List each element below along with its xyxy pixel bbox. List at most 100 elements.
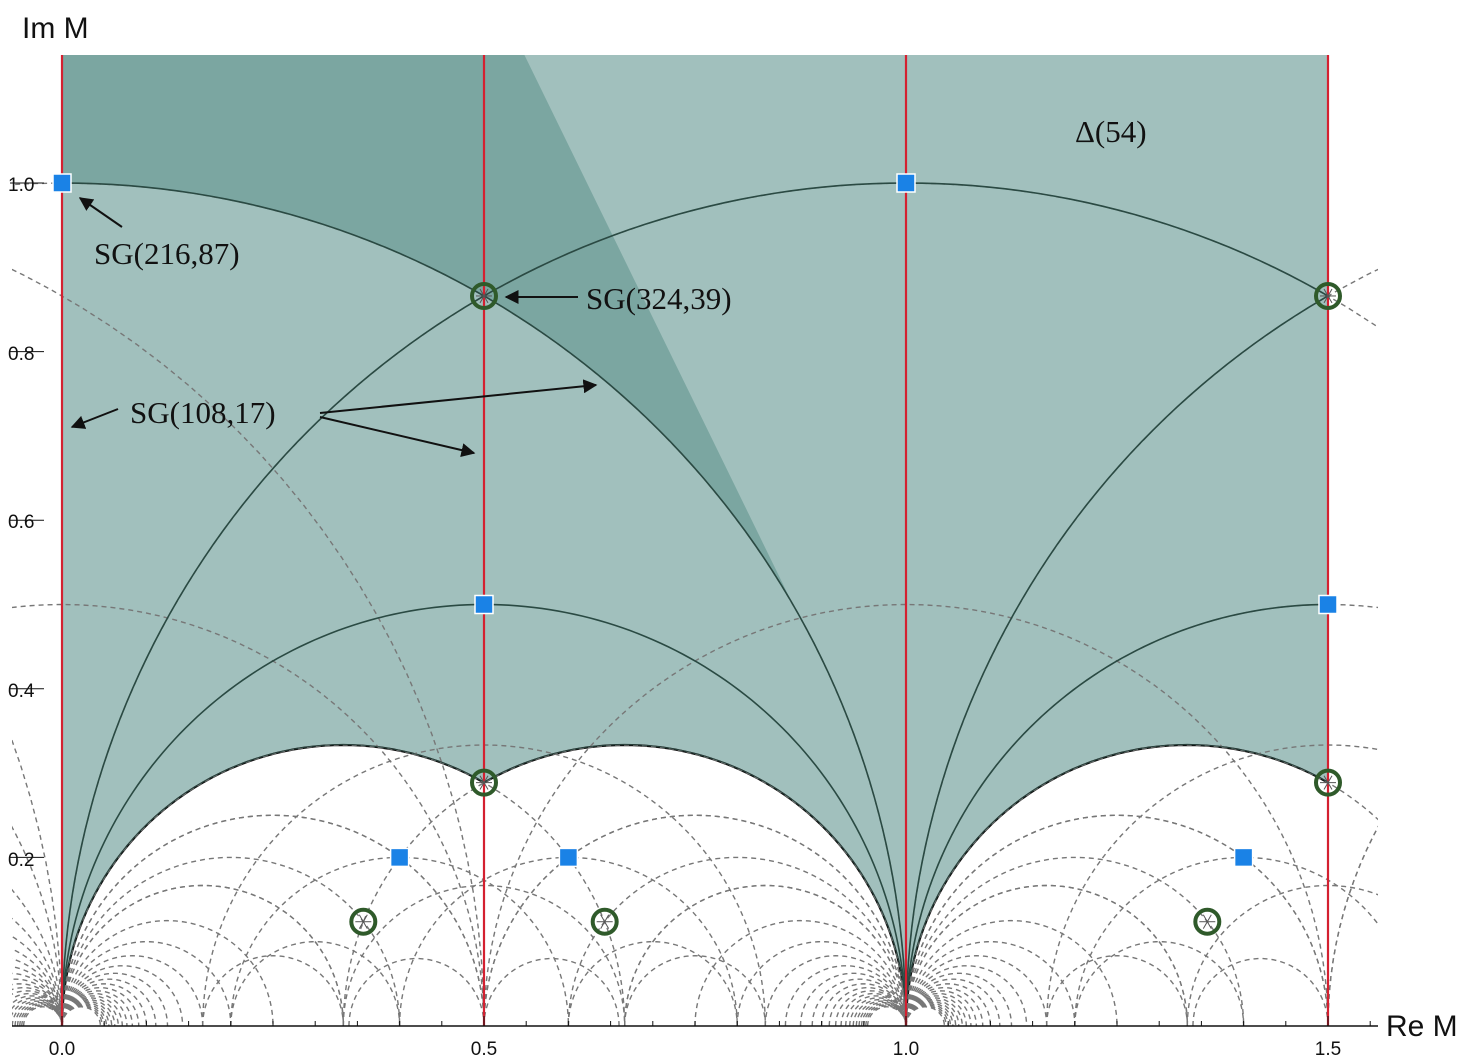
circle-marker-star [1206, 914, 1212, 922]
square-marker [558, 847, 579, 868]
dashed-geodesic [905, 965, 1028, 1027]
circle-marker-star [358, 921, 364, 929]
dashed-geodesic [623, 884, 907, 1027]
square-marker [1318, 594, 1338, 615]
circle-marker-star [1327, 288, 1333, 297]
circle-marker-star [1323, 288, 1329, 297]
dashed-geodesic [201, 955, 345, 1027]
circle-marker-star [479, 288, 485, 297]
dashed-geodesic [866, 1006, 907, 1027]
dashed-geodesic [1469, 886, 1476, 1027]
dashed-geodesic [348, 957, 485, 1027]
dashed-geodesic-layer [12, 182, 1476, 1027]
y-tick-label-3: 0.8 [8, 344, 34, 365]
circle-marker-star [479, 775, 485, 783]
dashed-geodesic [1074, 856, 1378, 1027]
x-minor-ticks [61, 1016, 1371, 1026]
dashed-geodesic [845, 995, 907, 1027]
dashed-geodesic [784, 965, 907, 1027]
dashed-geodesic [905, 992, 972, 1027]
dashed-geodesic [567, 856, 907, 1027]
x-axis-title: Re M [1386, 1010, 1458, 1043]
dashed-geodesic [567, 940, 738, 1027]
solid-geodesic [905, 182, 1328, 1026]
circle-marker [470, 768, 498, 797]
circle-marker [1314, 281, 1342, 310]
dashed-geodesic [61, 995, 123, 1027]
marker-layer [52, 173, 1342, 936]
axes-layer: 0.0 0.5 1.0 1.5 0.2 0.4 0.6 0.8 1.0 Im M… [8, 12, 1458, 1059]
dashed-geodesic [61, 972, 169, 1027]
circle-marker-star [1327, 295, 1333, 304]
dashed-geodesic [12, 738, 63, 1027]
annotation-layer: Δ(54) SG(216,87) SG(324,39) SG(108,17) [70, 114, 1147, 457]
circle-marker-star [1323, 782, 1329, 790]
arrow-sg-108-17-left [70, 408, 119, 429]
dashed-geodesic [61, 1006, 102, 1027]
dashed-geodesic [61, 814, 485, 1027]
dashed-geodesic [12, 998, 63, 1027]
extended-domain-region [62, 55, 1328, 1026]
dashed-geodesic [905, 1006, 946, 1027]
circle-marker [1314, 768, 1342, 797]
y-tick-label-4: 1.0 [8, 175, 34, 196]
square-marker [389, 847, 410, 868]
circle-marker-star [483, 775, 489, 783]
dashed-geodesic [799, 972, 907, 1027]
dashed-geodesic [1074, 940, 1245, 1027]
dashed-geodesic [1192, 957, 1329, 1027]
solid-geodesic [62, 182, 907, 1026]
dashed-geodesic [623, 955, 767, 1027]
solid-geodesic [905, 603, 1328, 1026]
dashed-geodesic [12, 948, 63, 1027]
circle-marker-star [1327, 782, 1333, 790]
dashed-geodesic [905, 995, 967, 1027]
dashed-geodesic [21, 1005, 63, 1027]
circle-marker-star [1327, 775, 1333, 783]
circle-marker-star [1323, 295, 1329, 304]
x-tick-label-0: 0.0 [49, 1039, 75, 1059]
dashed-geodesic [61, 919, 274, 1027]
dashed-geodesic [61, 856, 401, 1027]
dashed-geodesic [905, 997, 963, 1027]
dashed-geodesic [22, 1006, 63, 1027]
x-tick-label-1: 0.5 [471, 1039, 497, 1059]
dashed-geodesic [483, 814, 907, 1027]
dashed-geodesic [12, 965, 63, 1027]
circle-marker-star [479, 782, 485, 790]
dashed-geodesic [61, 884, 345, 1027]
y-axis-ticks [10, 182, 44, 858]
circle-marker-star [362, 914, 368, 922]
domain-fill-layer [60, 55, 1329, 1027]
annotation-sg-324-39: SG(324,39) [586, 281, 732, 316]
circle-marker-star [1323, 775, 1329, 783]
square-marker [896, 173, 916, 193]
dashed-geodesic [852, 998, 907, 1027]
dashed-geodesic [905, 940, 1076, 1027]
dashed-geodesic [764, 955, 907, 1027]
circle-marker-star [483, 288, 489, 297]
dashed-geodesic [483, 957, 620, 1027]
circle-marker-star [604, 921, 610, 929]
dashed-geodesic [12, 992, 63, 1027]
arrow-sg-216-87 [78, 197, 123, 228]
dashed-geodesic [12, 995, 63, 1027]
dashed-geodesic [865, 1005, 907, 1027]
arrow-sg-108-17-lower [319, 416, 476, 457]
dashed-geodesic [905, 955, 1048, 1027]
circle-marker-star [479, 295, 485, 304]
dashed-geodesic [1045, 955, 1189, 1027]
dashed-geodesic [12, 268, 485, 1027]
y-tick-label-1: 0.4 [8, 681, 35, 702]
circle-marker [1193, 907, 1222, 936]
annotation-sg-216-87: SG(216,87) [94, 236, 240, 271]
dashed-geodesic [61, 997, 119, 1027]
circle-marker-star [358, 914, 364, 922]
circle-marker-star [362, 921, 368, 929]
dashed-geodesic [1327, 825, 1378, 1027]
annotation-sg-108-17: SG(108,17) [130, 395, 276, 430]
dashed-geodesic [12, 958, 63, 1027]
circle-marker-star [1202, 914, 1208, 922]
dashed-geodesic [905, 884, 1189, 1027]
